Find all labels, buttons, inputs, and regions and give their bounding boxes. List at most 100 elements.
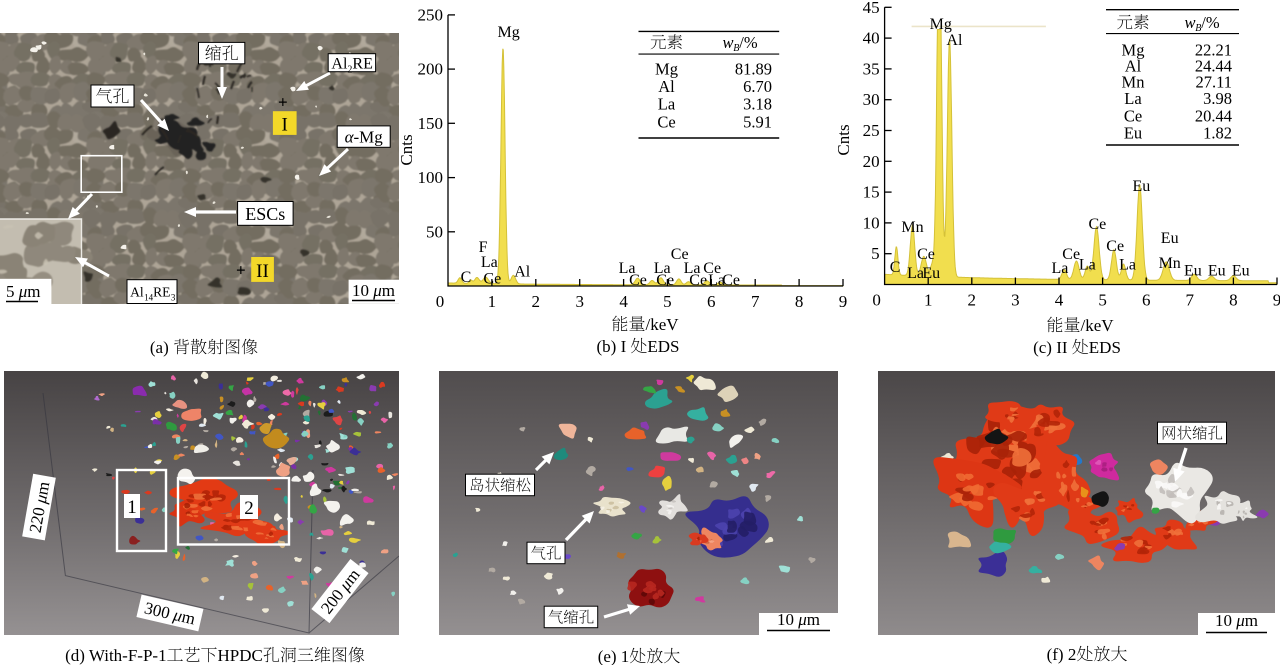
- svg-text:6: 6: [707, 292, 716, 311]
- svg-text:1: 1: [127, 497, 137, 518]
- svg-text:La: La: [684, 260, 701, 277]
- svg-text:La: La: [619, 260, 636, 277]
- svg-text:25: 25: [863, 121, 880, 140]
- svg-text:14: 14: [144, 293, 154, 303]
- svg-text:EDS: EDS: [1089, 338, 1121, 357]
- svg-text:-Mg: -Mg: [354, 128, 384, 147]
- svg-text:Ce: Ce: [689, 272, 707, 289]
- svg-text:Ce: Ce: [483, 271, 501, 288]
- svg-text:0: 0: [872, 291, 881, 310]
- svg-text:B: B: [733, 43, 739, 54]
- svg-text:8: 8: [1229, 291, 1238, 310]
- svg-text:Ce: Ce: [1106, 238, 1124, 255]
- svg-text:Ce: Ce: [1124, 107, 1142, 126]
- svg-text:Ce: Ce: [1062, 246, 1080, 263]
- svg-text:3: 3: [171, 293, 176, 303]
- svg-text:(d) With-F-P-1: (d) With-F-P-1: [65, 646, 166, 665]
- svg-text:150: 150: [418, 114, 444, 133]
- svg-text:10 μm: 10 μm: [1215, 611, 1258, 630]
- svg-text:B: B: [1195, 23, 1201, 34]
- svg-text:3: 3: [1011, 291, 1020, 310]
- svg-text:Eu: Eu: [922, 265, 940, 282]
- svg-text:(b) I: (b) I: [597, 337, 627, 356]
- svg-text:5: 5: [871, 244, 880, 263]
- svg-text:10: 10: [863, 213, 880, 232]
- svg-text:5 μm: 5 μm: [6, 282, 41, 301]
- svg-text:RE: RE: [153, 285, 170, 300]
- svg-text:EDS: EDS: [647, 337, 679, 356]
- svg-text:5.91: 5.91: [743, 113, 772, 132]
- svg-text:Mg: Mg: [930, 16, 952, 33]
- svg-text:La: La: [658, 95, 676, 114]
- svg-text:Ce: Ce: [656, 272, 674, 289]
- svg-text:15: 15: [863, 183, 880, 202]
- svg-text:/%: /%: [1201, 13, 1220, 32]
- svg-text:20: 20: [863, 152, 880, 171]
- svg-text:0: 0: [436, 292, 445, 311]
- svg-text:9: 9: [839, 292, 848, 311]
- svg-text:La: La: [708, 272, 725, 289]
- svg-text:Ce: Ce: [657, 113, 675, 132]
- svg-text:La: La: [1051, 260, 1068, 277]
- svg-text:(f) 2: (f) 2: [1047, 645, 1077, 664]
- svg-text:40: 40: [863, 29, 880, 48]
- svg-text:La: La: [907, 265, 924, 282]
- svg-text:Eu: Eu: [1133, 178, 1151, 195]
- svg-text:10 μm: 10 μm: [777, 610, 820, 629]
- svg-text:La: La: [1119, 257, 1136, 274]
- svg-text:Ce: Ce: [629, 272, 647, 289]
- svg-text:II: II: [256, 261, 269, 282]
- svg-text:Cnts: Cnts: [834, 124, 853, 155]
- svg-text:27.11: 27.11: [1195, 73, 1232, 92]
- svg-text:Mn: Mn: [1159, 255, 1181, 272]
- svg-text:(a): (a): [150, 338, 169, 357]
- svg-text:2: 2: [532, 292, 541, 311]
- svg-text:Cnts: Cnts: [397, 134, 416, 165]
- svg-text:4: 4: [1055, 291, 1064, 310]
- svg-text:Al: Al: [658, 77, 675, 96]
- svg-text:(e) 1: (e) 1: [598, 647, 630, 665]
- svg-text:6.70: 6.70: [743, 77, 772, 96]
- svg-text:1: 1: [488, 292, 497, 311]
- svg-text:RE: RE: [352, 56, 372, 73]
- svg-text:α: α: [345, 128, 355, 147]
- svg-text:Mg: Mg: [1122, 41, 1145, 60]
- svg-text:Eu: Eu: [1184, 262, 1202, 279]
- svg-text:Ce: Ce: [703, 260, 721, 277]
- svg-text:Eu: Eu: [1161, 230, 1179, 247]
- svg-text:3.18: 3.18: [743, 95, 772, 114]
- svg-text:2: 2: [968, 291, 977, 310]
- svg-text:F: F: [479, 239, 488, 256]
- svg-text:100: 100: [418, 168, 444, 187]
- svg-text:(c) II: (c) II: [1033, 338, 1068, 357]
- svg-text:Eu: Eu: [1208, 262, 1226, 279]
- svg-text:La: La: [1079, 257, 1096, 274]
- svg-text:45: 45: [863, 0, 880, 17]
- svg-text:200: 200: [418, 60, 444, 79]
- svg-text:24.44: 24.44: [1195, 57, 1232, 76]
- svg-text:4: 4: [619, 292, 628, 311]
- svg-text:1.82: 1.82: [1203, 124, 1232, 143]
- svg-text:1: 1: [924, 291, 933, 310]
- svg-text:Ce: Ce: [722, 272, 740, 289]
- svg-text:9: 9: [1273, 291, 1280, 310]
- svg-text:7: 7: [751, 292, 760, 311]
- svg-text:w: w: [723, 33, 734, 52]
- svg-text:3.98: 3.98: [1203, 89, 1232, 108]
- svg-text:HPDC: HPDC: [218, 646, 263, 665]
- svg-text:Eu: Eu: [1124, 124, 1142, 143]
- svg-text:20.44: 20.44: [1195, 107, 1232, 126]
- svg-text:Ce: Ce: [1089, 216, 1107, 233]
- svg-text:Al: Al: [1125, 57, 1142, 76]
- svg-text:Al: Al: [514, 264, 531, 281]
- svg-text:La: La: [1124, 89, 1142, 108]
- svg-text:/%: /%: [739, 33, 758, 52]
- svg-text:Mg: Mg: [655, 60, 678, 79]
- svg-text:30: 30: [863, 90, 880, 109]
- svg-text:ESCs: ESCs: [245, 204, 285, 224]
- svg-text:5: 5: [1098, 291, 1107, 310]
- svg-text:35: 35: [863, 59, 880, 78]
- svg-text:Mn: Mn: [1122, 73, 1145, 92]
- svg-text:Mg: Mg: [497, 24, 519, 41]
- svg-text:w: w: [1185, 13, 1196, 32]
